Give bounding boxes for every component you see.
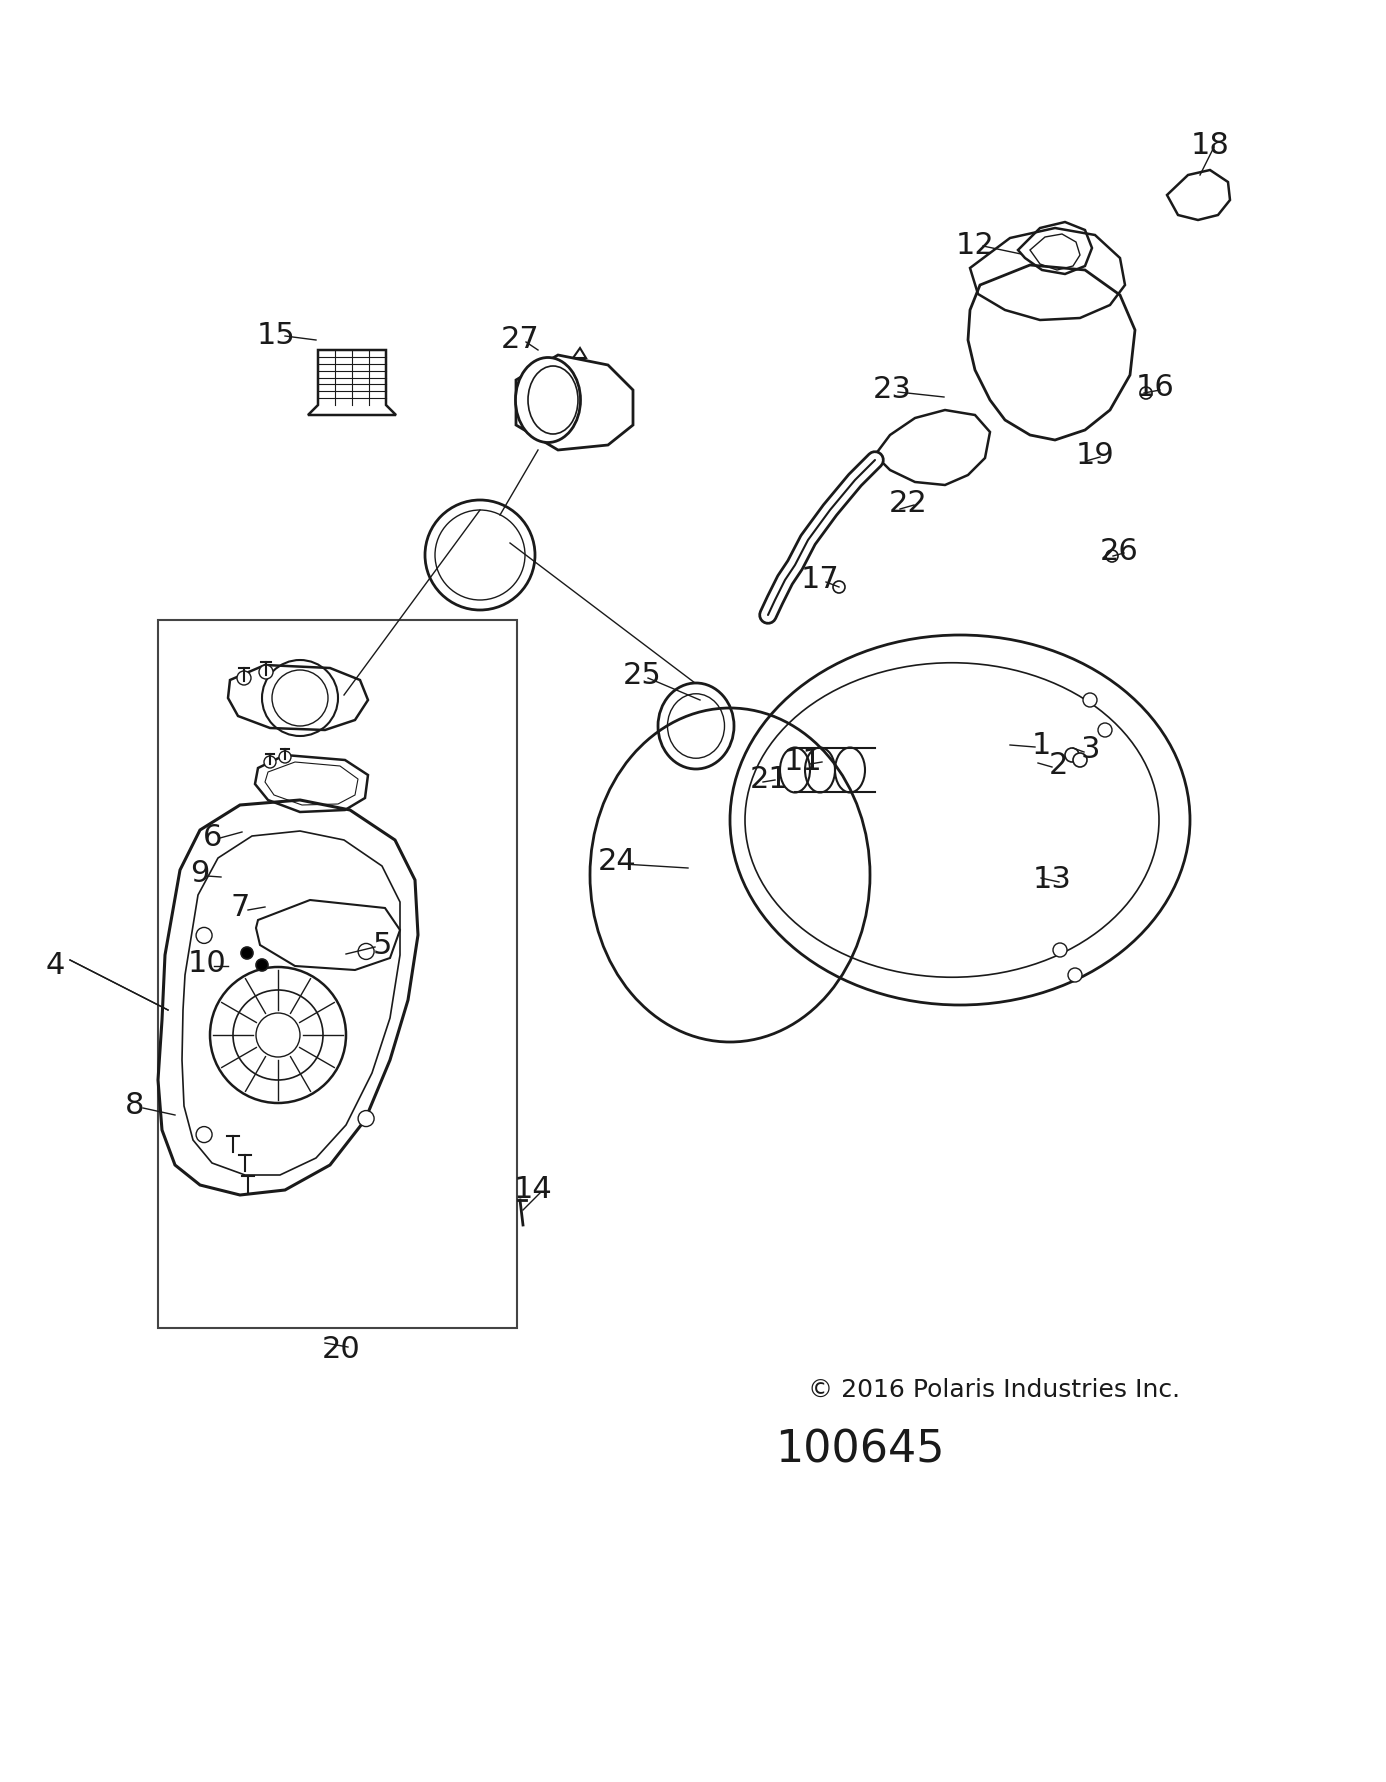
Circle shape bbox=[1098, 723, 1112, 738]
Text: 4: 4 bbox=[46, 950, 65, 980]
Ellipse shape bbox=[516, 358, 581, 442]
Text: 8: 8 bbox=[125, 1091, 144, 1119]
Text: 21: 21 bbox=[750, 764, 789, 793]
Text: 1: 1 bbox=[1031, 731, 1051, 759]
Text: 12: 12 bbox=[955, 230, 994, 260]
Text: 11: 11 bbox=[783, 747, 822, 777]
Circle shape bbox=[1073, 754, 1087, 766]
Circle shape bbox=[256, 959, 267, 971]
Text: 26: 26 bbox=[1099, 536, 1138, 565]
Text: © 2016 Polaris Industries Inc.: © 2016 Polaris Industries Inc. bbox=[808, 1377, 1179, 1402]
Circle shape bbox=[1082, 693, 1096, 707]
Circle shape bbox=[195, 927, 212, 943]
Circle shape bbox=[1141, 387, 1152, 399]
Text: 19: 19 bbox=[1076, 440, 1114, 469]
Circle shape bbox=[1069, 968, 1082, 982]
Text: 18: 18 bbox=[1191, 130, 1229, 160]
Circle shape bbox=[263, 756, 276, 768]
Text: 23: 23 bbox=[873, 376, 912, 405]
Text: 24: 24 bbox=[597, 848, 636, 877]
Text: 3: 3 bbox=[1080, 736, 1099, 764]
Text: 15: 15 bbox=[256, 321, 295, 349]
Text: 27: 27 bbox=[500, 326, 539, 355]
Circle shape bbox=[259, 665, 273, 679]
Text: 14: 14 bbox=[514, 1176, 553, 1205]
Circle shape bbox=[833, 581, 845, 593]
Circle shape bbox=[279, 750, 291, 763]
Text: 25: 25 bbox=[622, 661, 661, 690]
Text: 100645: 100645 bbox=[775, 1429, 945, 1472]
Bar bbox=[158, 620, 517, 1328]
Circle shape bbox=[241, 946, 254, 959]
Text: 20: 20 bbox=[322, 1335, 360, 1363]
Text: 16: 16 bbox=[1135, 374, 1174, 403]
Text: 9: 9 bbox=[190, 859, 209, 889]
Circle shape bbox=[237, 672, 251, 684]
Circle shape bbox=[195, 1126, 212, 1142]
Text: 22: 22 bbox=[888, 488, 927, 517]
Circle shape bbox=[358, 1110, 374, 1126]
Circle shape bbox=[1053, 943, 1067, 957]
Text: 10: 10 bbox=[187, 948, 226, 978]
Circle shape bbox=[358, 943, 374, 959]
Circle shape bbox=[1064, 748, 1078, 763]
Text: 5: 5 bbox=[373, 930, 392, 959]
Text: 13: 13 bbox=[1033, 866, 1071, 895]
Text: 17: 17 bbox=[801, 565, 840, 595]
Text: 7: 7 bbox=[230, 893, 249, 921]
Text: 6: 6 bbox=[204, 823, 223, 852]
Text: 2: 2 bbox=[1048, 750, 1067, 779]
Circle shape bbox=[1106, 551, 1119, 561]
